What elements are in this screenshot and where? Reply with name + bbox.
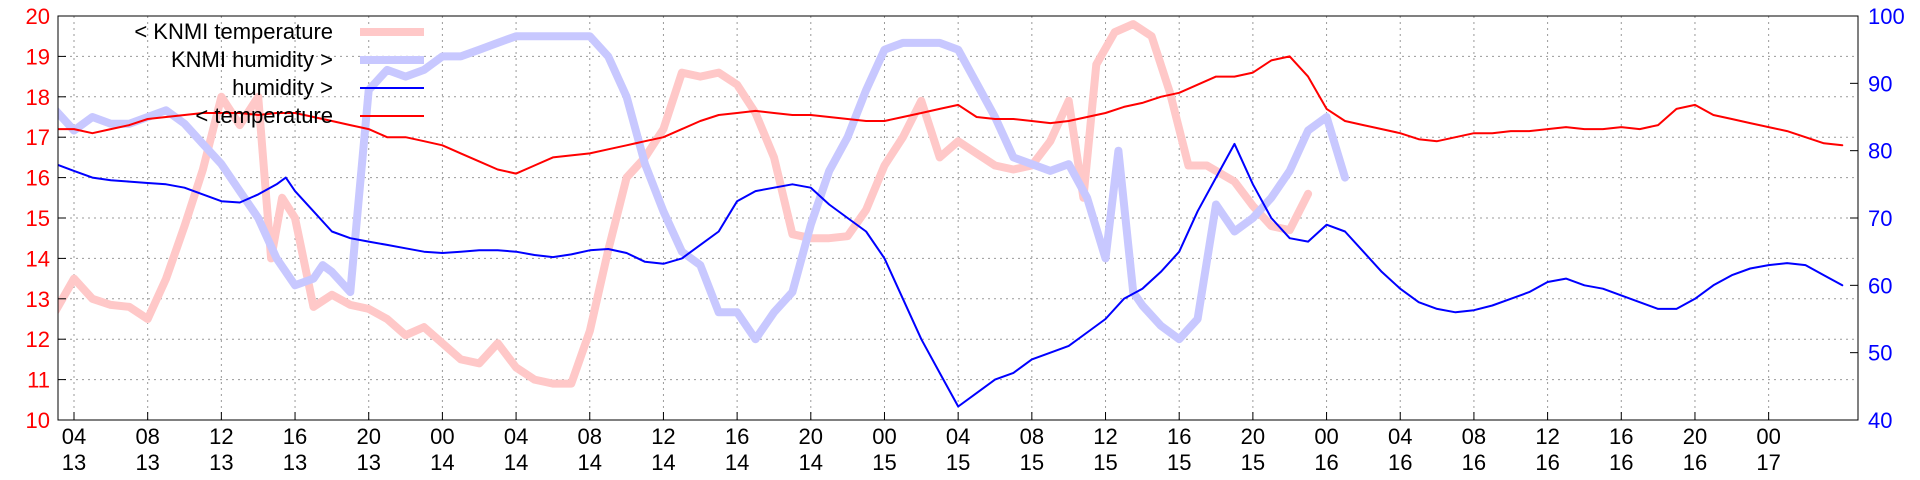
x-tick-day-label: 13 xyxy=(62,450,86,475)
x-tick-day-label: 17 xyxy=(1756,450,1780,475)
series-line-2 xyxy=(58,32,1349,344)
x-tick-hour-label: 16 xyxy=(283,424,307,449)
right-tick-label: 100 xyxy=(1868,4,1905,29)
right-tick-label: 90 xyxy=(1868,71,1892,96)
left-tick-label: 13 xyxy=(26,287,50,312)
x-tick-day-label: 16 xyxy=(1388,450,1412,475)
right-tick-label: 80 xyxy=(1868,139,1892,164)
x-tick-hour-label: 20 xyxy=(799,424,823,449)
left-tick-label: 18 xyxy=(26,85,50,110)
x-tick-hour-label: 00 xyxy=(1756,424,1780,449)
x-tick-hour-label: 20 xyxy=(356,424,380,449)
x-tick-hour-label: 04 xyxy=(1388,424,1412,449)
x-tick-day-label: 16 xyxy=(1462,450,1486,475)
series-line-1 xyxy=(58,20,1313,388)
series-line-4 xyxy=(58,55,1844,175)
x-tick-day-label: 15 xyxy=(1093,450,1117,475)
x-tick-day-label: 13 xyxy=(283,450,307,475)
x-tick-hour-label: 00 xyxy=(1314,424,1338,449)
right-tick-label: 60 xyxy=(1868,273,1892,298)
left-axis: 10 11 12 13 14 15 16 17 18 19 20 xyxy=(26,4,66,433)
x-tick-hour-label: 00 xyxy=(430,424,454,449)
x-tick-day-label: 14 xyxy=(725,450,749,475)
series-line-3 xyxy=(58,142,1844,408)
x-tick-hour-label: 04 xyxy=(946,424,970,449)
x-tick-hour-label: 16 xyxy=(725,424,749,449)
x-tick-hour-label: 08 xyxy=(135,424,159,449)
x-tick-hour-label: 08 xyxy=(1462,424,1486,449)
left-tick-label: 12 xyxy=(26,327,50,352)
x-tick-hour-label: 12 xyxy=(651,424,675,449)
legend-item: KNMI humidity > xyxy=(171,47,424,72)
right-tick-label: 70 xyxy=(1868,206,1892,231)
x-tick-hour-label: 04 xyxy=(62,424,86,449)
left-tick-label: 10 xyxy=(26,408,50,433)
x-tick-hour-label: 16 xyxy=(1167,424,1191,449)
x-tick-day-label: 15 xyxy=(1241,450,1265,475)
x-tick-day-label: 15 xyxy=(946,450,970,475)
series-group xyxy=(58,20,1844,408)
right-tick-label: 50 xyxy=(1868,341,1892,366)
x-tick-hour-label: 12 xyxy=(1535,424,1559,449)
left-tick-label: 15 xyxy=(26,206,50,231)
legend-label: < KNMI temperature xyxy=(134,19,333,44)
x-tick-hour-label: 20 xyxy=(1241,424,1265,449)
left-tick-label: 17 xyxy=(26,125,50,150)
x-tick-day-label: 14 xyxy=(799,450,823,475)
left-tick-label: 16 xyxy=(26,166,50,191)
x-tick-day-label: 14 xyxy=(578,450,602,475)
series-lines xyxy=(58,20,1844,408)
left-tick-label: 11 xyxy=(27,368,50,393)
left-tick-label: 14 xyxy=(26,246,50,271)
x-tick-day-label: 14 xyxy=(430,450,454,475)
x-tick-hour-label: 16 xyxy=(1609,424,1633,449)
x-axis: 0413081312131613201300140414081412141614… xyxy=(62,412,1781,475)
x-tick-day-label: 13 xyxy=(209,450,233,475)
legend-label: < temperature xyxy=(195,103,333,128)
x-tick-hour-label: 04 xyxy=(504,424,528,449)
right-axis: 40 50 60 70 80 90 100 xyxy=(1850,4,1905,433)
x-tick-day-label: 15 xyxy=(1167,450,1191,475)
x-tick-day-label: 14 xyxy=(651,450,675,475)
x-tick-day-label: 16 xyxy=(1609,450,1633,475)
x-tick-hour-label: 20 xyxy=(1683,424,1707,449)
right-tick-label: 40 xyxy=(1868,408,1892,433)
x-tick-hour-label: 12 xyxy=(1093,424,1117,449)
x-tick-day-label: 16 xyxy=(1314,450,1338,475)
x-tick-hour-label: 08 xyxy=(578,424,602,449)
legend-item: humidity > xyxy=(232,75,424,100)
x-tick-day-label: 14 xyxy=(504,450,528,475)
legend-item: < KNMI temperature xyxy=(134,19,424,44)
legend-label: humidity > xyxy=(232,75,333,100)
x-tick-hour-label: 00 xyxy=(872,424,896,449)
x-tick-hour-label: 08 xyxy=(1020,424,1044,449)
x-tick-day-label: 16 xyxy=(1535,450,1559,475)
legend-label: KNMI humidity > xyxy=(171,47,333,72)
x-tick-day-label: 13 xyxy=(356,450,380,475)
legend-item: < temperature xyxy=(195,103,424,128)
x-tick-day-label: 13 xyxy=(135,450,159,475)
x-tick-day-label: 15 xyxy=(1020,450,1044,475)
left-tick-label: 20 xyxy=(26,4,50,29)
left-tick-label: 19 xyxy=(26,44,50,69)
x-tick-hour-label: 12 xyxy=(209,424,233,449)
legend: < KNMI temperature KNMI humidity > humidit… xyxy=(134,19,424,128)
x-tick-day-label: 15 xyxy=(872,450,896,475)
x-tick-day-label: 16 xyxy=(1683,450,1707,475)
